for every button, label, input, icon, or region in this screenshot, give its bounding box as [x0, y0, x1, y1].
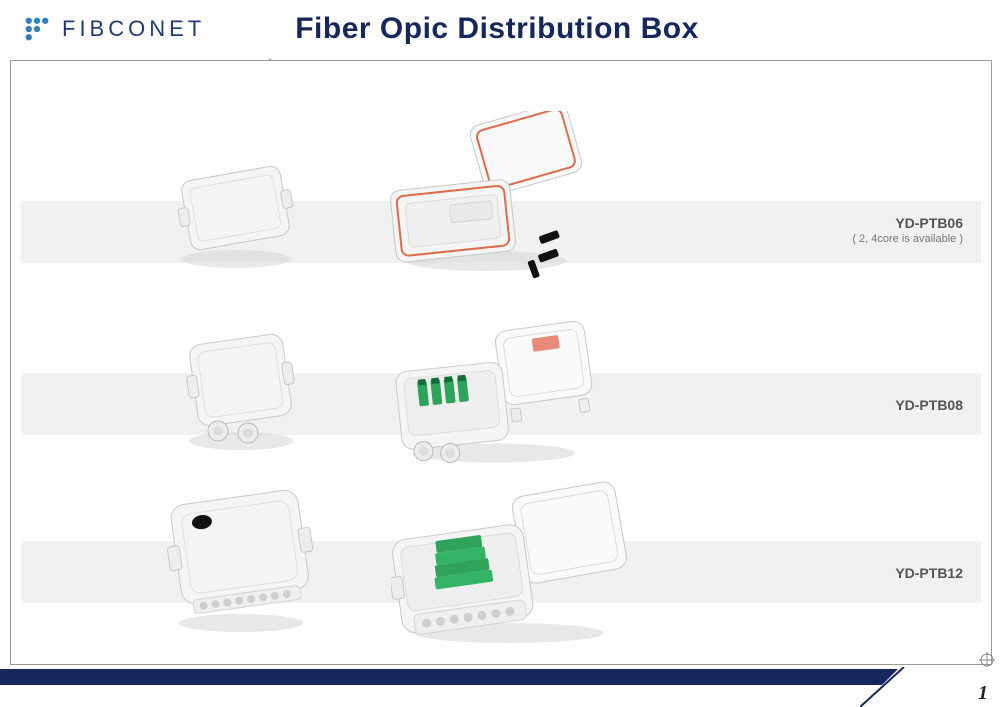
product-model-2: YD-PTB08: [895, 397, 963, 413]
product-open-image-2: [391, 306, 601, 476]
product-closed-image-1: [161, 141, 311, 281]
product-label-3: YD-PTB12: [895, 565, 963, 581]
crosshair-icon: [979, 652, 995, 668]
logo-dots-icon: [22, 14, 52, 44]
page-title: Fiber Opic Distribution Box: [295, 12, 699, 46]
product-label-1: YD-PTB06 ( 2, 4core is available ): [852, 215, 963, 245]
product-model-1: YD-PTB06: [852, 215, 963, 231]
product-open-image-3: [391, 476, 631, 651]
product-closed-image-3: [151, 481, 331, 641]
content-frame: YD-PTB06 ( 2, 4core is available ) YD-PT…: [10, 60, 992, 665]
footer-bar: [0, 669, 1000, 685]
page-number: 1: [978, 682, 988, 705]
product-label-2: YD-PTB08: [895, 397, 963, 413]
brand-logo: FIBCONET: [22, 14, 205, 44]
product-model-3: YD-PTB12: [895, 565, 963, 581]
header: FIBCONET Fiber Opic Distribution Box: [0, 0, 1000, 54]
product-note-1: ( 2, 4core is available ): [852, 233, 963, 245]
product-closed-image-2: [166, 319, 316, 459]
product-open-image-1: [381, 111, 591, 281]
brand-name: FIBCONET: [62, 16, 205, 42]
